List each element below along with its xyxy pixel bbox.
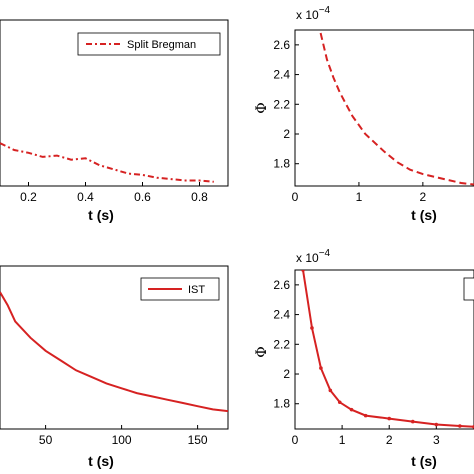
x-axis-label: t (s) [411, 453, 437, 469]
series-line [302, 270, 474, 428]
y-tick-label: 1.8 [273, 397, 290, 411]
legend-box [77, 32, 221, 56]
x-tick-label: 50 [39, 433, 53, 447]
y-tick-label: 2.6 [273, 38, 290, 52]
axis-ticks: 0 1 2 1.8 2 2.2 2.4 2.6 [273, 38, 426, 204]
axes-box [294, 29, 474, 187]
x-ticks: 0.2 0.4 0.6 0.8 [20, 182, 208, 204]
data-point [310, 326, 314, 330]
data-point [301, 270, 305, 272]
legend-box-partial [463, 277, 474, 301]
y-tick-label: 2.2 [273, 337, 290, 351]
data-point [319, 366, 323, 370]
x-tick-label: 1 [339, 433, 346, 447]
data-point [410, 419, 415, 424]
x-ticks: 50 100 150 [39, 425, 208, 447]
x-tick-label: 0 [292, 190, 299, 204]
y-tick-label: 2.6 [273, 278, 290, 292]
plot-area [0, 291, 228, 413]
y-tick-label: 2.4 [273, 308, 290, 322]
axis-ticks: 0 1 2 3 1.8 2 2.2 2.4 2.6 [273, 278, 440, 447]
x-axis-label: t (s) [88, 207, 114, 223]
x-tick-label: 0.8 [191, 190, 208, 204]
y-axis-label: Φ [254, 346, 270, 357]
plot-area [301, 270, 474, 429]
data-point [434, 422, 439, 427]
panel-bottom-right: 0 1 2 3 1.8 2 2.2 2.4 2.6 x 10−4 Φ t (s) [254, 248, 474, 469]
data-point [387, 416, 392, 421]
y-axis-label: Φ [254, 102, 270, 113]
x-tick-label: 1 [356, 190, 363, 204]
x-tick-label: 0.2 [20, 190, 37, 204]
legend: IST [140, 277, 220, 301]
x-tick-label: 150 [188, 433, 208, 447]
y-multiplier: x 10−4 [296, 248, 331, 265]
panel-bottom-left: 50 100 150 t (s) IST [0, 265, 229, 469]
x-tick-label: 3 [433, 433, 440, 447]
data-point [337, 400, 342, 405]
plot-area [319, 32, 474, 186]
legend-label-split-bregman: Split Bregman [127, 39, 196, 51]
data-point [349, 407, 354, 412]
legend: Split Bregman [77, 32, 221, 56]
data-point [458, 424, 462, 428]
x-tick-label: 100 [112, 433, 132, 447]
axes-box [294, 269, 474, 430]
plot-area [0, 142, 214, 183]
x-axis-label: t (s) [88, 453, 114, 469]
y-tick-label: 2 [283, 127, 290, 141]
y-tick-label: 1.8 [273, 157, 290, 171]
y-multiplier: x 10−4 [296, 5, 331, 22]
y-tick-label: 2.2 [273, 97, 290, 111]
series-line [0, 291, 228, 413]
y-tick-label: 2.4 [273, 68, 290, 82]
data-point [363, 413, 368, 418]
x-tick-label: 0.4 [77, 190, 94, 204]
legend-label-ist: IST [188, 284, 205, 296]
data-point [328, 388, 333, 393]
x-tick-label: 2 [386, 433, 393, 447]
panel-top-right: 0 1 2 1.8 2 2.2 2.4 2.6 x 10−4 Φ t (s) [254, 5, 474, 223]
x-tick-label: 2 [420, 190, 427, 204]
x-axis-label: t (s) [411, 207, 437, 223]
series-line [319, 32, 474, 186]
panel-top-left: 0.2 0.4 0.6 0.8 t (s) Split Bregman [0, 19, 229, 223]
x-tick-label: 0.6 [134, 190, 151, 204]
y-tick-label: 2 [283, 367, 290, 381]
series-line [0, 142, 214, 183]
x-tick-label: 0 [292, 433, 299, 447]
